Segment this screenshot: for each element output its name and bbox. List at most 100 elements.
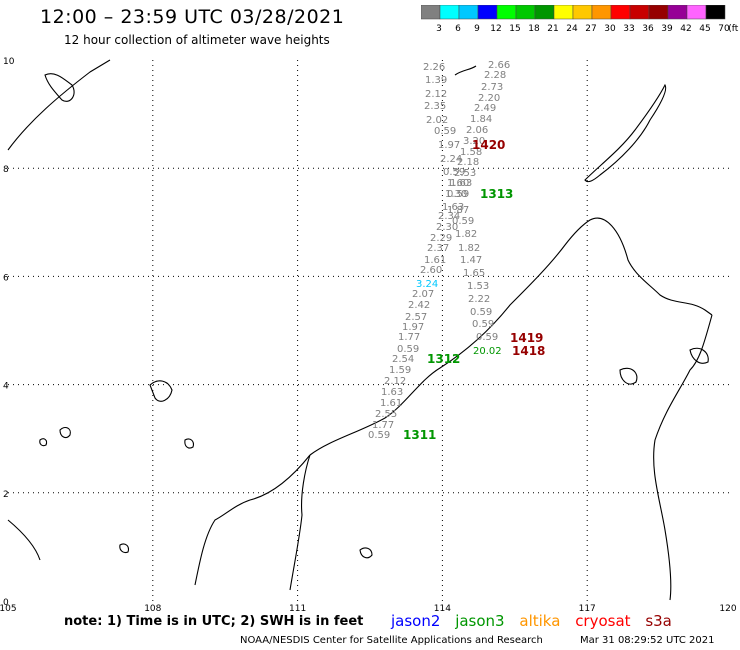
lon-tick-label: 117 [579,604,596,612]
pass-label: 1312 [427,352,460,366]
colorbar-label: 70 [718,24,730,34]
graticule [8,60,732,601]
swh-observation: 20.02 [473,346,502,357]
coastline-segment [39,438,48,447]
swh-observation: 0.59 [472,319,494,330]
swh-observation: 1.97 [402,322,424,333]
swh-observation: 0.59 [397,344,419,355]
axis-ticks: 105 108 111 114 117 120 0 2 4 6 8 10 [0,57,737,612]
colorbar-unit: (ft) [728,24,739,34]
coastline-segment [619,367,638,385]
coastline-segment [7,519,41,561]
swh-observation: 2.29 [430,233,452,244]
lon-tick-label: 111 [289,604,306,612]
swh-observation: 1.63 [450,178,472,189]
coastline-segment [584,83,667,183]
coastline-segment [119,543,129,554]
colorbar-label: 6 [455,24,461,34]
colorbar-label: 33 [623,24,634,34]
swh-observation: 2.12 [425,89,447,100]
swh-observation: 0.59 [476,332,498,343]
colorbar-label: 39 [661,24,673,34]
swh-observation: 2.26 [423,62,445,73]
swh-observation: 2.06 [466,125,488,136]
coastline-segment [454,65,477,76]
colorbar-label: 24 [566,24,578,34]
coastline-segment [184,438,194,449]
mission-cryosat: cryosat [575,612,631,630]
coastline-segment [289,454,311,591]
coastline-segment [194,454,311,586]
swh-observation: 2.24 [440,154,462,165]
colorbar-label: 27 [585,24,596,34]
footer: note: 1) Time is in UTC; 2) SWH is in fe… [0,612,740,650]
colorbar-label: 45 [699,24,710,34]
swh-observation: 1.47 [460,255,482,266]
footer-note: note: 1) Time is in UTC; 2) SWH is in fe… [64,614,364,629]
colorbar-label: 15 [509,24,520,34]
coastline-segment [653,314,713,601]
lat-tick-label: 4 [3,382,9,392]
swh-observation: 1.87 [447,205,469,216]
swh-observation: 1.39 [425,75,447,86]
coastline-segment [7,59,111,151]
map-title: 12:00 – 23:59 UTC 03/28/2021 [40,6,345,28]
swh-observation: 1.77 [372,420,394,431]
swh-observation: 2.34 [438,211,460,222]
swh-observation: 2.37 [427,243,449,254]
swh-observation: 3.24 [416,279,438,290]
coastline-segment [689,347,709,364]
swh-observation: 2.57 [405,312,427,323]
swh-observation: 1.65 [463,268,485,279]
coastline [7,59,713,601]
colorbar-swatch-70 [705,5,726,20]
swh-observation: 1.60 [447,178,469,189]
wave-height-observations: 2.26 2.662.28 1.39 2.73 2.12 2.20 2.35 2.49 2.02… [368,60,510,441]
swh-observation: 2.35 [424,101,446,112]
pass-label: 1313 [480,187,513,201]
colorbar-label: 12 [490,24,501,34]
map-subtitle: 12 hour collection of altimeter wave hei… [64,33,330,47]
swh-observation: 1.30 [445,189,467,200]
swh-observation: 0.59 [470,307,492,318]
swh-observation: 2.53 [454,168,476,179]
swh-observation: 2.28 [484,70,506,81]
swh-observation: 2.49 [474,103,496,114]
swh-observation: 1.58 [460,147,482,158]
lat-tick-label: 6 [3,273,9,283]
swh-observation: 1.84 [470,114,492,125]
swh-observation: 2.30 [436,222,458,233]
swh-observation: 2.42 [408,300,430,311]
pass-label: 1311 [403,428,436,442]
map-panel: 105 108 111 114 117 120 0 2 4 6 8 10 2.26 2.662.28 1.… [0,57,737,612]
swh-observation: 2.07 [412,289,434,300]
swh-observation: 1.97 [438,140,460,151]
swh-observation: 1.61 [380,398,402,409]
coastline-segment [359,547,373,559]
lat-tick-label: 2 [3,490,9,500]
mission-s3a: s3a [645,612,672,630]
swh-observation: 2.55 [375,409,397,420]
swh-observation: 2.73 [481,82,503,93]
swh-observation: 1.77 [398,332,420,343]
swh-observation: 0.59 [443,167,465,178]
coastline-segment [44,73,75,102]
coastline-segment [59,426,71,439]
swh-observation: 2.66 [488,60,510,71]
mission-jason3: jason3 [455,612,505,630]
credit-text: NOAA/NESDIS Center for Satellite Applica… [240,635,543,646]
swh-observation: 0.59 [447,189,469,200]
pass-label: 1419 [510,331,543,345]
generated-timestamp: Mar 31 08:29:52 UTC 2021 [580,635,715,646]
swh-observation: 1.59 [389,365,411,376]
swh-observation: 1.53 [467,281,489,292]
lon-tick-label: 108 [144,604,161,612]
swh-observation: 1.82 [455,229,477,240]
lat-tick-label: 8 [3,165,9,175]
mission-jason2: jason2 [391,612,441,630]
colorbar-label: 36 [642,24,654,34]
swh-observation: 2.54 [392,354,414,365]
swh-observation: 2.20 [478,93,500,104]
swh-observation: 1.82 [458,243,480,254]
lat-tick-label: 10 [3,57,15,67]
